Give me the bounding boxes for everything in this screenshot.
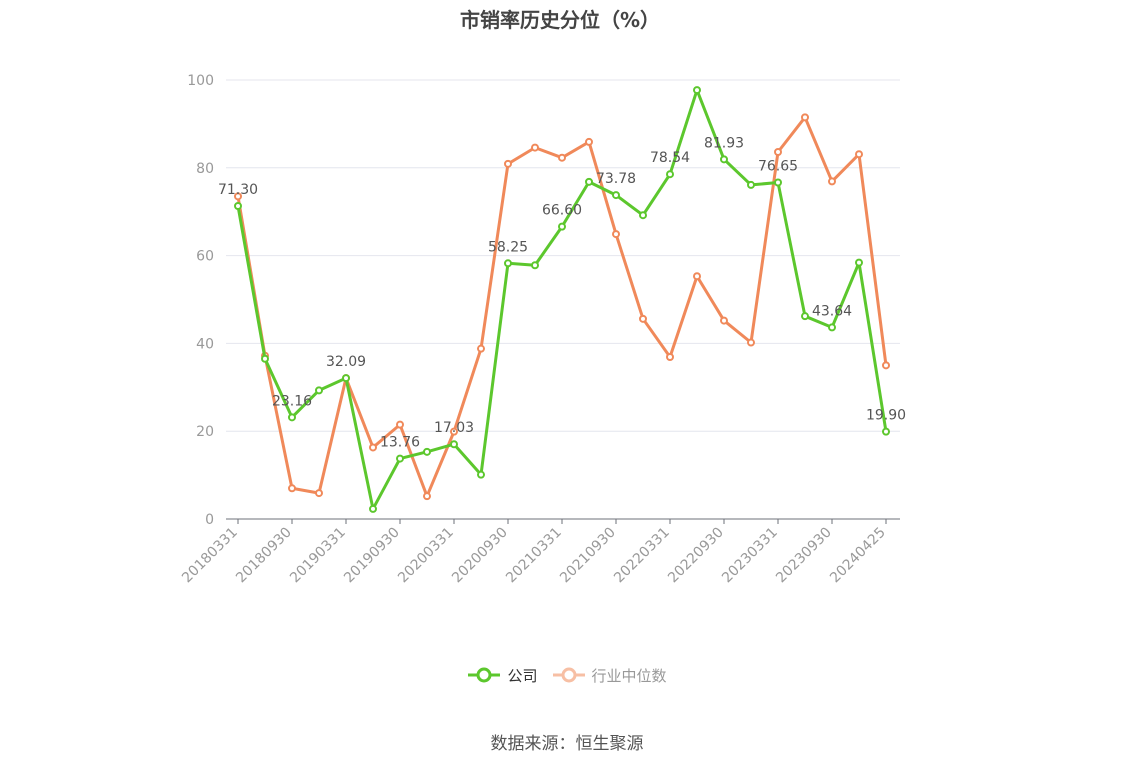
series-point-0 — [315, 386, 323, 395]
data-label: 66.60 — [542, 203, 582, 219]
x-tick-label: 20200331 — [395, 525, 457, 587]
series-point-1 — [234, 192, 242, 201]
x-tick-label: 20190930 — [341, 525, 403, 587]
data-label: 78.54 — [650, 150, 690, 166]
series-point-1 — [639, 314, 647, 323]
data-label: 13.76 — [380, 435, 420, 451]
series-point-0 — [774, 178, 782, 187]
series-point-1 — [693, 272, 701, 281]
legend-item-industry[interactable]: 行业中位数 — [552, 664, 667, 686]
grid-layer — [226, 79, 900, 432]
series-point-0 — [450, 440, 458, 449]
series-point-0 — [612, 191, 620, 200]
chart-title: 市销率历史分位（%） — [459, 8, 661, 32]
series-point-0 — [261, 354, 269, 363]
series-point-1 — [801, 113, 809, 122]
data-label: 17.03 — [434, 420, 474, 436]
series-point-0 — [639, 211, 647, 220]
legend-industry-line-icon — [552, 667, 585, 683]
data-label: 32.09 — [326, 354, 366, 370]
data-label: 76.65 — [758, 159, 798, 175]
series-point-0 — [693, 86, 701, 95]
series-point-1 — [774, 147, 782, 156]
data-label: 71.30 — [218, 182, 258, 198]
series-point-0 — [369, 504, 377, 513]
series-point-0 — [882, 427, 890, 436]
series-point-1 — [531, 143, 539, 152]
series-point-1 — [396, 420, 404, 429]
series-point-0 — [288, 413, 296, 422]
x-tick-label: 20240425 — [827, 525, 889, 587]
series-point-1 — [666, 353, 674, 362]
series-point-0 — [558, 222, 566, 231]
data-label: 23.16 — [272, 393, 312, 409]
legend-item-company[interactable]: 公司 — [467, 664, 538, 686]
series-point-0 — [720, 155, 728, 164]
x-tick-label: 20180331 — [179, 525, 241, 587]
series-point-1 — [450, 427, 458, 436]
series-layer — [234, 86, 890, 513]
series-point-1 — [288, 484, 296, 493]
label-layer: 71.30 23.16 32.09 13.76 17.03 58.25 66.60 73.78… — [218, 135, 906, 450]
series-point-0 — [828, 323, 836, 332]
x-tick-label: 20220930 — [665, 525, 727, 587]
data-label: 81.93 — [704, 135, 744, 151]
legend-industry-label: 行业中位数 — [591, 666, 667, 685]
series-point-1 — [747, 338, 755, 347]
data-source: 数据来源：恒生聚源 — [490, 734, 644, 754]
x-tick-label: 20220331 — [611, 525, 673, 587]
series-point-0 — [423, 447, 431, 456]
y-tick-label: 40 — [196, 336, 214, 352]
series-point-0 — [234, 201, 242, 210]
series-point-1 — [423, 492, 431, 501]
x-tick-label: 20230331 — [719, 525, 781, 587]
y-tick-label: 100 — [187, 73, 214, 89]
legend-company-label: 公司 — [507, 666, 538, 685]
series-point-1 — [720, 316, 728, 325]
series-point-1 — [369, 443, 377, 452]
series-point-1 — [855, 150, 863, 159]
series-point-0 — [585, 177, 593, 186]
series-point-1 — [477, 344, 485, 353]
series-point-1 — [882, 361, 890, 370]
series-point-1 — [612, 230, 620, 239]
data-label: 73.78 — [596, 171, 636, 187]
legend: 公司 行业中位数 — [0, 664, 1134, 686]
y-tick-label: 80 — [196, 161, 214, 177]
x-tick-label: 20210930 — [557, 525, 619, 587]
x-tick-label: 20200930 — [449, 525, 511, 587]
series-point-1 — [558, 153, 566, 162]
series-point-1 — [315, 489, 323, 498]
x-tick-label: 20230930 — [773, 525, 835, 587]
data-label: 43.64 — [812, 303, 852, 319]
series-line-0 — [236, 88, 888, 511]
series-point-0 — [747, 180, 755, 189]
series-point-0 — [477, 470, 485, 479]
series-point-0 — [801, 312, 809, 321]
data-label: 19.90 — [866, 408, 906, 424]
series-point-1 — [504, 159, 512, 168]
y-tick-label: 60 — [196, 249, 214, 265]
x-tick-label: 20180930 — [233, 525, 295, 587]
series-point-0 — [504, 259, 512, 268]
data-label: 58.25 — [488, 239, 528, 255]
series-point-0 — [396, 454, 404, 463]
series-point-0 — [855, 258, 863, 267]
series-point-1 — [828, 177, 836, 186]
x-tick-label: 20190331 — [287, 525, 349, 587]
legend-company-line-icon — [468, 667, 501, 683]
x-tick-label: 20210331 — [503, 525, 565, 587]
series-point-0 — [342, 374, 350, 383]
series-point-0 — [666, 170, 674, 179]
y-tick-label: 0 — [205, 512, 214, 528]
series-point-1 — [585, 137, 593, 146]
series-point-0 — [531, 261, 539, 270]
y-tick-label: 20 — [196, 424, 214, 440]
